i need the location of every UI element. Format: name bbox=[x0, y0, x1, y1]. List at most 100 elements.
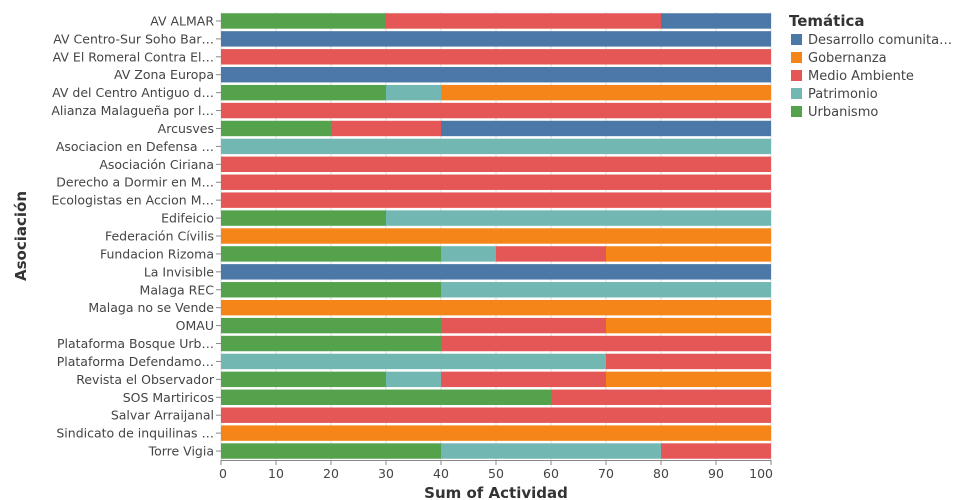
y-axis: AV ALMAR AV Centro-Sur Soho Bar… AV El Rom… bbox=[51, 13, 221, 459]
bar-segment[interactable] bbox=[221, 264, 771, 280]
y-tick-label: Edifeicio bbox=[161, 211, 214, 226]
y-tick-label: Malaga no se Vende bbox=[88, 300, 214, 315]
x-tick-label: 40 bbox=[433, 466, 449, 481]
y-tick-label: Torre Vigia bbox=[148, 444, 214, 459]
bar-segment[interactable] bbox=[221, 192, 771, 208]
bar-segment[interactable] bbox=[606, 246, 771, 262]
x-tick-label: 0 bbox=[219, 466, 227, 481]
legend: Temática Desarrollo comunita… Gobernanza M… bbox=[789, 12, 952, 120]
x-tick-label: 60 bbox=[543, 466, 559, 481]
bar-segment[interactable] bbox=[221, 102, 771, 119]
y-tick-label: Salvar Arraijanal bbox=[111, 408, 214, 423]
bar-segment[interactable] bbox=[441, 371, 606, 388]
bar-segment[interactable] bbox=[221, 138, 771, 155]
bar-segment[interactable] bbox=[221, 353, 606, 370]
bar-segment[interactable] bbox=[221, 389, 551, 405]
y-tick-label: Sindicato de inquilinas … bbox=[56, 426, 214, 441]
bar-segment[interactable] bbox=[606, 353, 771, 370]
bar-segment[interactable] bbox=[606, 371, 771, 388]
bar-segment[interactable] bbox=[221, 210, 386, 226]
y-tick-label: La Invisible bbox=[144, 264, 214, 279]
y-tick-label: Derecho a Dormir en M… bbox=[56, 175, 214, 190]
bar-segment[interactable] bbox=[441, 335, 771, 352]
bar-segment[interactable] bbox=[551, 389, 771, 405]
bar-segment[interactable] bbox=[221, 425, 771, 441]
x-axis: 0 10 20 30 40 50 60 70 80 90 100 bbox=[219, 460, 773, 481]
bar-segment[interactable] bbox=[221, 371, 386, 388]
legend-label[interactable]: Desarrollo comunita… bbox=[808, 33, 952, 48]
y-tick-label: Alianza Malagueña por l… bbox=[51, 103, 214, 118]
x-tick-label: 50 bbox=[488, 466, 504, 481]
bar-segment[interactable] bbox=[221, 228, 771, 244]
y-tick-label: SOS Martiricos bbox=[123, 390, 214, 405]
x-tick-label: 90 bbox=[708, 466, 724, 481]
y-tick-label: Plataforma Bosque Urb… bbox=[57, 336, 214, 351]
bar-segment[interactable] bbox=[221, 335, 441, 352]
bar-segment[interactable] bbox=[496, 246, 606, 262]
bar-segment[interactable] bbox=[386, 84, 441, 101]
legend-swatch bbox=[791, 34, 802, 45]
legend-label[interactable]: Gobernanza bbox=[808, 51, 887, 66]
bar-segment[interactable] bbox=[441, 246, 496, 262]
bar-segment[interactable] bbox=[441, 282, 771, 298]
bar-segment[interactable] bbox=[441, 443, 661, 459]
bar-segment[interactable] bbox=[386, 13, 661, 29]
bar-segment[interactable] bbox=[221, 299, 771, 316]
x-tick-label: 80 bbox=[653, 466, 669, 481]
y-tick-label: Malaga REC bbox=[140, 282, 215, 297]
bar-segment[interactable] bbox=[221, 156, 771, 173]
y-tick-label: OMAU bbox=[176, 318, 214, 333]
y-axis-title: Asociación bbox=[12, 191, 30, 281]
y-tick-label: AV del Centro Antiguo d… bbox=[52, 85, 214, 100]
bar-segment[interactable] bbox=[441, 120, 771, 137]
bar-segment[interactable] bbox=[221, 282, 441, 298]
y-tick-label: Arcusves bbox=[158, 121, 214, 136]
x-tick-label: 100 bbox=[749, 466, 773, 481]
bar-segment[interactable] bbox=[606, 317, 771, 334]
x-tick-label: 70 bbox=[598, 466, 614, 481]
y-tick-label: AV ALMAR bbox=[150, 13, 214, 28]
bar-segment[interactable] bbox=[221, 174, 771, 190]
legend-title: Temática bbox=[789, 12, 865, 30]
y-tick-label: AV Zona Europa bbox=[114, 67, 214, 82]
y-tick-label: Ecologistas en Accion M… bbox=[52, 193, 214, 208]
bar-segment[interactable] bbox=[661, 13, 771, 29]
bar-segment[interactable] bbox=[221, 13, 386, 29]
bar-segment[interactable] bbox=[221, 443, 441, 459]
bar-segment[interactable] bbox=[221, 67, 771, 83]
bar-segment[interactable] bbox=[221, 31, 771, 47]
legend-swatch bbox=[791, 88, 802, 99]
bar-segment[interactable] bbox=[441, 317, 606, 334]
y-tick-label: Fundacion Rizoma bbox=[100, 246, 214, 261]
y-tick-label: Asociacion en Defensa … bbox=[56, 139, 214, 154]
bar-segment[interactable] bbox=[331, 120, 441, 137]
bar-segment[interactable] bbox=[221, 84, 386, 101]
bar-segment[interactable] bbox=[221, 317, 441, 334]
legend-label[interactable]: Urbanismo bbox=[808, 105, 878, 120]
y-tick-label: AV Centro-Sur Soho Bar… bbox=[53, 31, 214, 46]
legend-swatch bbox=[791, 70, 802, 81]
x-tick-label: 10 bbox=[268, 466, 284, 481]
bar-segment[interactable] bbox=[221, 407, 771, 423]
bar-segment[interactable] bbox=[661, 443, 771, 459]
y-tick-label: AV El Romeral Contra El… bbox=[53, 49, 214, 64]
x-axis-title: Sum of Actividad bbox=[424, 484, 568, 500]
legend-swatch bbox=[791, 106, 802, 117]
bar-segment[interactable] bbox=[221, 120, 331, 137]
y-tick-label: Federación Cívilis bbox=[105, 229, 214, 244]
bar-segment[interactable] bbox=[386, 371, 441, 388]
bar-segment[interactable] bbox=[441, 84, 771, 101]
x-tick-label: 30 bbox=[378, 466, 394, 481]
x-tick-label: 20 bbox=[323, 466, 339, 481]
y-tick-label: Revista el Observador bbox=[76, 372, 215, 387]
bars bbox=[221, 13, 771, 459]
bar-segment[interactable] bbox=[221, 49, 771, 65]
legend-label[interactable]: Medio Ambiente bbox=[808, 69, 914, 84]
bar-segment[interactable] bbox=[221, 246, 441, 262]
bar-segment[interactable] bbox=[386, 210, 771, 226]
y-tick-label: Asociación Ciriana bbox=[99, 157, 214, 172]
y-tick-label: Plataforma Defendamo… bbox=[57, 354, 214, 369]
legend-swatch bbox=[791, 52, 802, 63]
legend-label[interactable]: Patrimonio bbox=[808, 87, 878, 102]
